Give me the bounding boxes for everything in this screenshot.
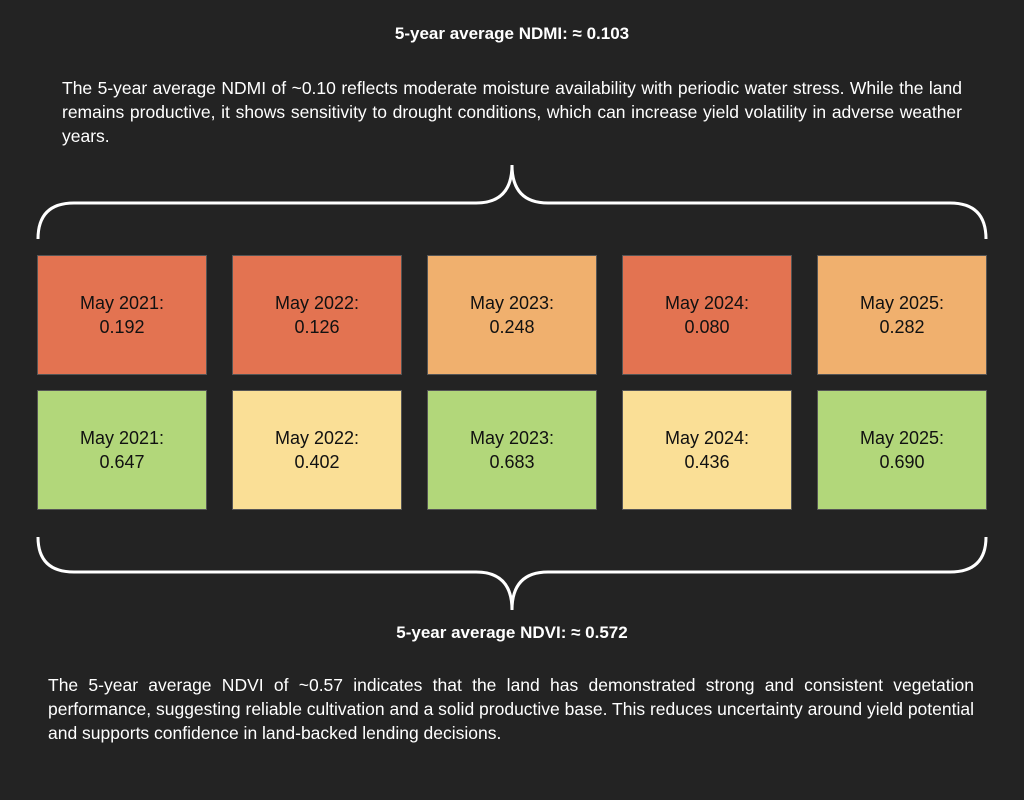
cell-value: 0.126 <box>294 317 340 337</box>
top-brace <box>36 164 988 240</box>
cell-value: 0.282 <box>879 317 925 337</box>
ndvi-title: 5-year average NDVI: ≈ 0.572 <box>396 623 628 642</box>
ndvi-cell: May 2025: 0.690 <box>817 390 987 510</box>
ndvi-cell: May 2022: 0.402 <box>232 390 402 510</box>
cell-label: May 2023: <box>469 428 555 448</box>
ndvi-cell: May 2021: 0.647 <box>37 390 207 510</box>
cell-value: 0.683 <box>489 452 535 472</box>
cell-value: 0.192 <box>99 317 145 337</box>
cell-value: 0.690 <box>879 452 925 472</box>
cell-label: May 2025: <box>859 428 945 448</box>
ndmi-cell: May 2023: 0.248 <box>427 255 597 375</box>
bottom-brace <box>36 536 988 611</box>
ndmi-cell: May 2022: 0.126 <box>232 255 402 375</box>
cell-label: May 2022: <box>274 428 360 448</box>
cell-label: May 2021: <box>79 293 165 313</box>
cell-value: 0.402 <box>294 452 340 472</box>
cell-label: May 2024: <box>664 428 750 448</box>
cell-value: 0.647 <box>99 452 145 472</box>
ndmi-title: 5-year average NDMI: ≈ 0.103 <box>394 24 630 43</box>
ndmi-description: The 5-year average NDMI of ~0.10 reflect… <box>62 78 962 146</box>
cell-label: May 2022: <box>274 293 360 313</box>
ndmi-cell: May 2025: 0.282 <box>817 255 987 375</box>
ndvi-description: The 5-year average NDVI of ~0.57 indicat… <box>48 675 974 743</box>
ndmi-cell: May 2024: 0.080 <box>622 255 792 375</box>
cell-label: May 2025: <box>859 293 945 313</box>
ndvi-cell: May 2023: 0.683 <box>427 390 597 510</box>
cell-value: 0.248 <box>489 317 535 337</box>
cell-value: 0.436 <box>684 452 730 472</box>
cell-label: May 2024: <box>664 293 750 313</box>
ndmi-cell: May 2021: 0.192 <box>37 255 207 375</box>
cell-value: 0.080 <box>684 317 730 337</box>
ndvi-cell: May 2024: 0.436 <box>622 390 792 510</box>
cell-label: May 2023: <box>469 293 555 313</box>
cell-label: May 2021: <box>79 428 165 448</box>
